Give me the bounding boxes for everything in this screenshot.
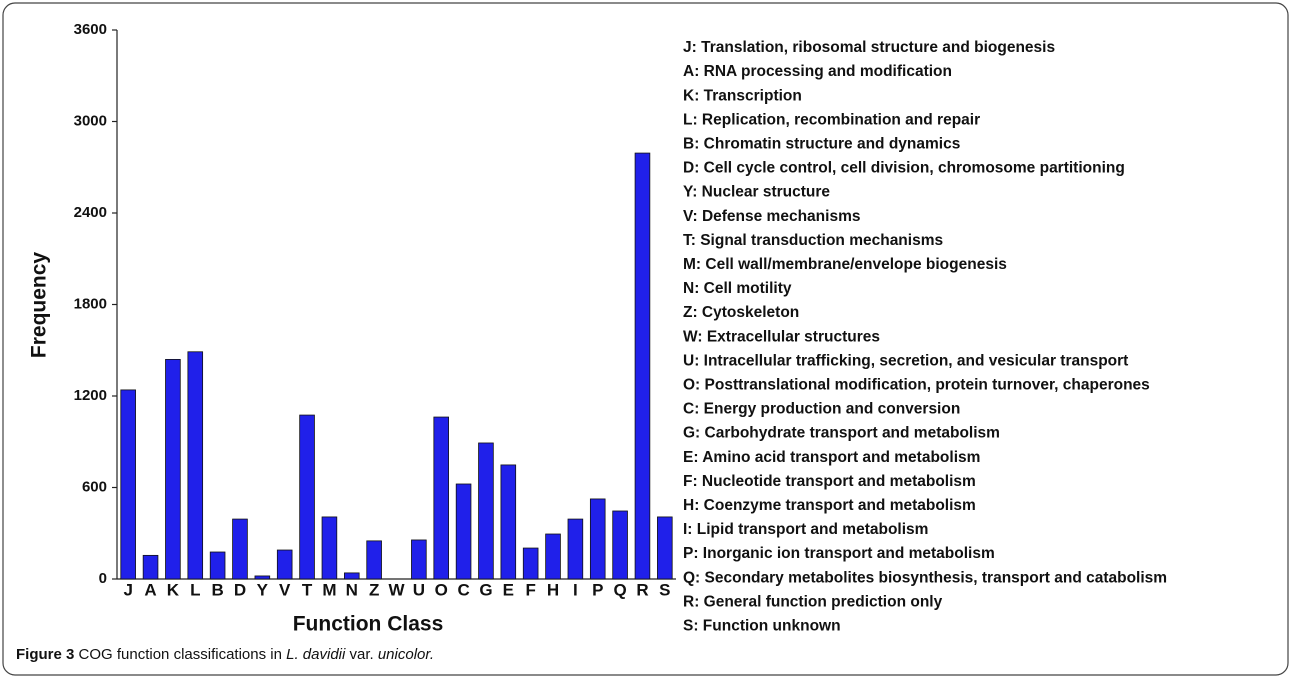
bar xyxy=(522,547,539,580)
class-description: L: Replication, recombination and repair xyxy=(683,111,980,128)
x-tick-label: D xyxy=(234,580,246,599)
x-tick-label: F xyxy=(525,580,535,599)
class-description: W: Extracellular structures xyxy=(683,328,880,345)
y-tick-label: 3000 xyxy=(74,112,107,129)
class-description: M: Cell wall/membrane/envelope biogenesi… xyxy=(683,256,1007,273)
y-tick-label: 1800 xyxy=(74,295,107,312)
x-tick-label: I xyxy=(573,580,578,599)
class-description: F: Nucleotide transport and metabolism xyxy=(683,473,976,490)
bar xyxy=(366,540,382,580)
bar xyxy=(209,551,226,580)
bar xyxy=(545,533,561,580)
caption: Figure 3 COG function classifications in… xyxy=(16,646,434,663)
x-tick-label: O xyxy=(435,580,448,599)
bar xyxy=(187,351,204,580)
class-description: C: Energy production and conversion xyxy=(683,401,960,418)
bar xyxy=(411,539,427,580)
y-tick-label: 3600 xyxy=(74,21,107,38)
bar xyxy=(232,518,248,580)
x-tick-label: J xyxy=(123,580,132,599)
x-axis-label: Function Class xyxy=(293,613,444,636)
bar xyxy=(589,498,606,580)
x-tick-label: A xyxy=(144,580,156,599)
class-description: B: Chromatin structure and dynamics xyxy=(683,135,960,152)
x-tick-label: L xyxy=(190,580,200,599)
bar xyxy=(500,464,517,580)
class-description: A: RNA processing and modification xyxy=(683,63,952,80)
bar xyxy=(455,483,472,580)
class-description: N: Cell motility xyxy=(683,280,792,297)
bar xyxy=(165,358,181,580)
x-tick-label: Y xyxy=(257,580,269,599)
caption-text: unicolor. xyxy=(377,646,434,663)
x-tick-label: B xyxy=(211,580,223,599)
class-description: D: Cell cycle control, cell division, ch… xyxy=(683,160,1125,177)
bar xyxy=(612,510,628,580)
class-description: V: Defense mechanisms xyxy=(683,208,860,225)
x-tick-label: M xyxy=(322,580,336,599)
bar xyxy=(142,554,159,580)
bar xyxy=(634,152,651,580)
caption-label: Figure 3 xyxy=(16,646,75,663)
caption-text: COG function classifications in xyxy=(74,646,287,663)
class-description: R: General function prediction only xyxy=(683,593,943,610)
x-tick-label: Q xyxy=(613,580,626,599)
bar xyxy=(657,516,673,580)
class-description: U: Intracellular trafficking, secretion,… xyxy=(683,352,1128,369)
class-description: Q: Secondary metabolites biosynthesis, t… xyxy=(683,569,1167,586)
class-description: H: Coenzyme transport and metabolism xyxy=(683,497,976,514)
bar xyxy=(478,442,494,580)
x-tick-label: G xyxy=(479,580,492,599)
class-description: O: Posttranslational modification, prote… xyxy=(683,376,1150,393)
class-description: P: Inorganic ion transport and metabolis… xyxy=(683,545,995,562)
x-tick-label: H xyxy=(547,580,559,599)
x-tick-label: U xyxy=(413,580,425,599)
bar xyxy=(567,518,584,580)
y-tick-label: 1200 xyxy=(74,387,107,404)
bar xyxy=(299,414,315,580)
bar xyxy=(120,389,136,580)
y-tick-label: 600 xyxy=(82,478,107,495)
x-tick-label: T xyxy=(302,580,313,599)
class-description: Z: Cytoskeleton xyxy=(683,304,799,321)
x-tick-label: K xyxy=(167,580,180,599)
bar xyxy=(321,516,338,580)
class-description: T: Signal transduction mechanisms xyxy=(683,232,943,249)
class-description: G: Carbohydrate transport and metabolism xyxy=(683,425,1000,442)
y-tick-label: 2400 xyxy=(74,204,107,221)
y-axis-label: Frequency xyxy=(28,252,51,359)
x-tick-label: W xyxy=(388,580,405,599)
bar xyxy=(344,572,360,580)
x-tick-label: Z xyxy=(369,580,379,599)
bar xyxy=(254,575,271,580)
bar xyxy=(276,549,293,580)
x-tick-label: S xyxy=(659,580,670,599)
class-description: J: Translation, ribosomal structure and … xyxy=(683,39,1055,56)
class-description: S: Function unknown xyxy=(683,617,841,634)
x-tick-label: R xyxy=(636,580,648,599)
class-description: K: Transcription xyxy=(683,87,802,104)
caption-text: L. davidii xyxy=(286,646,346,663)
x-tick-label: V xyxy=(279,580,291,599)
caption-text: var. xyxy=(345,646,378,663)
bar xyxy=(433,416,449,580)
x-tick-label: N xyxy=(346,580,358,599)
class-description: E: Amino acid transport and metabolism xyxy=(683,449,980,466)
x-tick-label: C xyxy=(457,580,469,599)
x-tick-label: E xyxy=(503,580,514,599)
x-tick-label: P xyxy=(592,580,603,599)
y-tick-label: 0 xyxy=(99,570,107,587)
class-description: Y: Nuclear structure xyxy=(683,184,830,201)
class-description: I: Lipid transport and metabolism xyxy=(683,521,928,538)
